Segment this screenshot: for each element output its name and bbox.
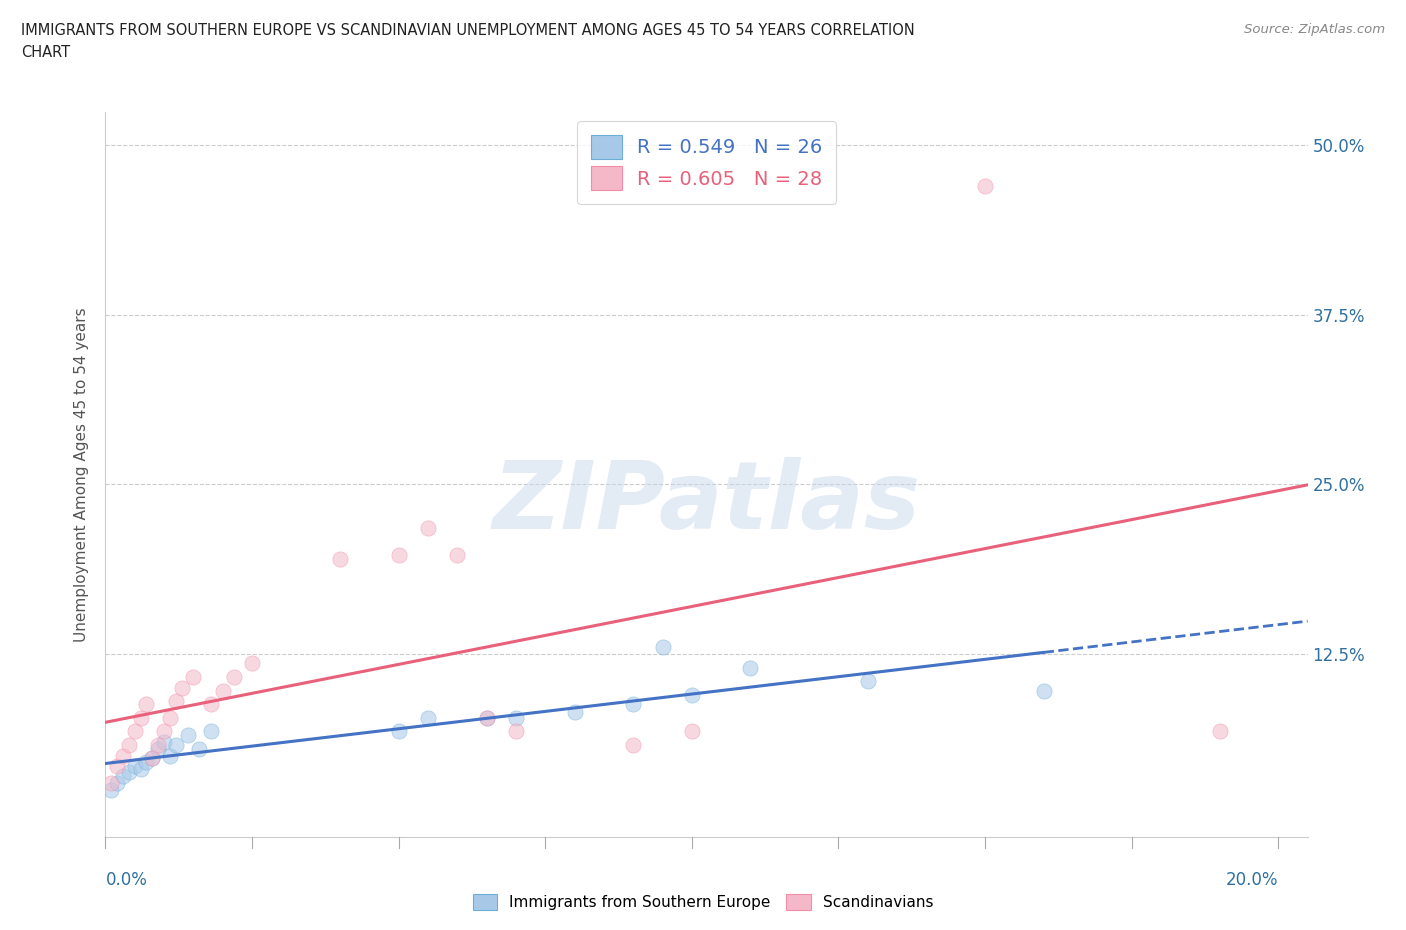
Point (188, 741, 211, 756)
Point (105, 759, 128, 774)
Point (416, 521, 439, 536)
Point (388, 724, 411, 738)
Point (651, 640, 673, 655)
Point (118, 737, 141, 752)
Point (112, 749, 135, 764)
Point (681, 724, 703, 738)
Point (148, 737, 170, 752)
Text: ZIPatlas: ZIPatlas (492, 458, 921, 550)
Point (100, 782, 122, 797)
Point (183, 670, 205, 684)
Point (159, 711, 181, 725)
Text: 20.0%: 20.0% (1226, 870, 1278, 889)
Point (159, 749, 181, 764)
Point (621, 697, 644, 711)
Legend: R = 0.549   N = 26, R = 0.605   N = 28: R = 0.549 N = 26, R = 0.605 N = 28 (576, 121, 837, 204)
Point (974, 179, 997, 193)
Point (135, 697, 157, 711)
Point (740, 660, 762, 675)
Point (141, 751, 163, 765)
Point (153, 724, 176, 738)
Text: IMMIGRANTS FROM SOUTHERN EUROPE VS SCANDINAVIAN UNEMPLOYMENT AMONG AGES 45 TO 54: IMMIGRANTS FROM SOUTHERN EUROPE VS SCAND… (21, 23, 915, 38)
Point (329, 551, 352, 566)
Point (176, 728, 198, 743)
Point (124, 759, 146, 774)
Point (141, 751, 163, 765)
Point (681, 687, 703, 702)
Point (165, 737, 187, 752)
Point (105, 776, 128, 790)
Point (129, 711, 152, 725)
Point (211, 684, 233, 698)
Point (118, 764, 141, 779)
Point (388, 548, 411, 563)
Point (1208, 724, 1230, 738)
Point (475, 711, 498, 725)
Point (856, 673, 879, 688)
Text: 0.0%: 0.0% (105, 870, 148, 889)
Point (240, 656, 263, 671)
Point (100, 776, 122, 790)
Point (135, 755, 157, 770)
Point (564, 705, 586, 720)
Point (505, 711, 527, 725)
Legend: Immigrants from Southern Europe, Scandinavians: Immigrants from Southern Europe, Scandin… (465, 886, 941, 918)
Point (112, 768, 135, 783)
Point (200, 697, 222, 711)
Point (153, 735, 176, 750)
Point (505, 724, 527, 738)
Point (200, 724, 222, 738)
Point (621, 737, 644, 752)
Point (446, 548, 468, 563)
Point (224, 670, 246, 684)
Text: CHART: CHART (21, 45, 70, 60)
Y-axis label: Unemployment Among Ages 45 to 54 years: Unemployment Among Ages 45 to 54 years (75, 307, 90, 642)
Point (148, 741, 170, 756)
Point (124, 724, 146, 738)
Point (170, 681, 193, 696)
Point (1032, 684, 1054, 698)
Point (129, 762, 152, 777)
Point (416, 711, 439, 725)
Point (165, 694, 187, 709)
Point (475, 711, 498, 725)
Text: Source: ZipAtlas.com: Source: ZipAtlas.com (1244, 23, 1385, 36)
